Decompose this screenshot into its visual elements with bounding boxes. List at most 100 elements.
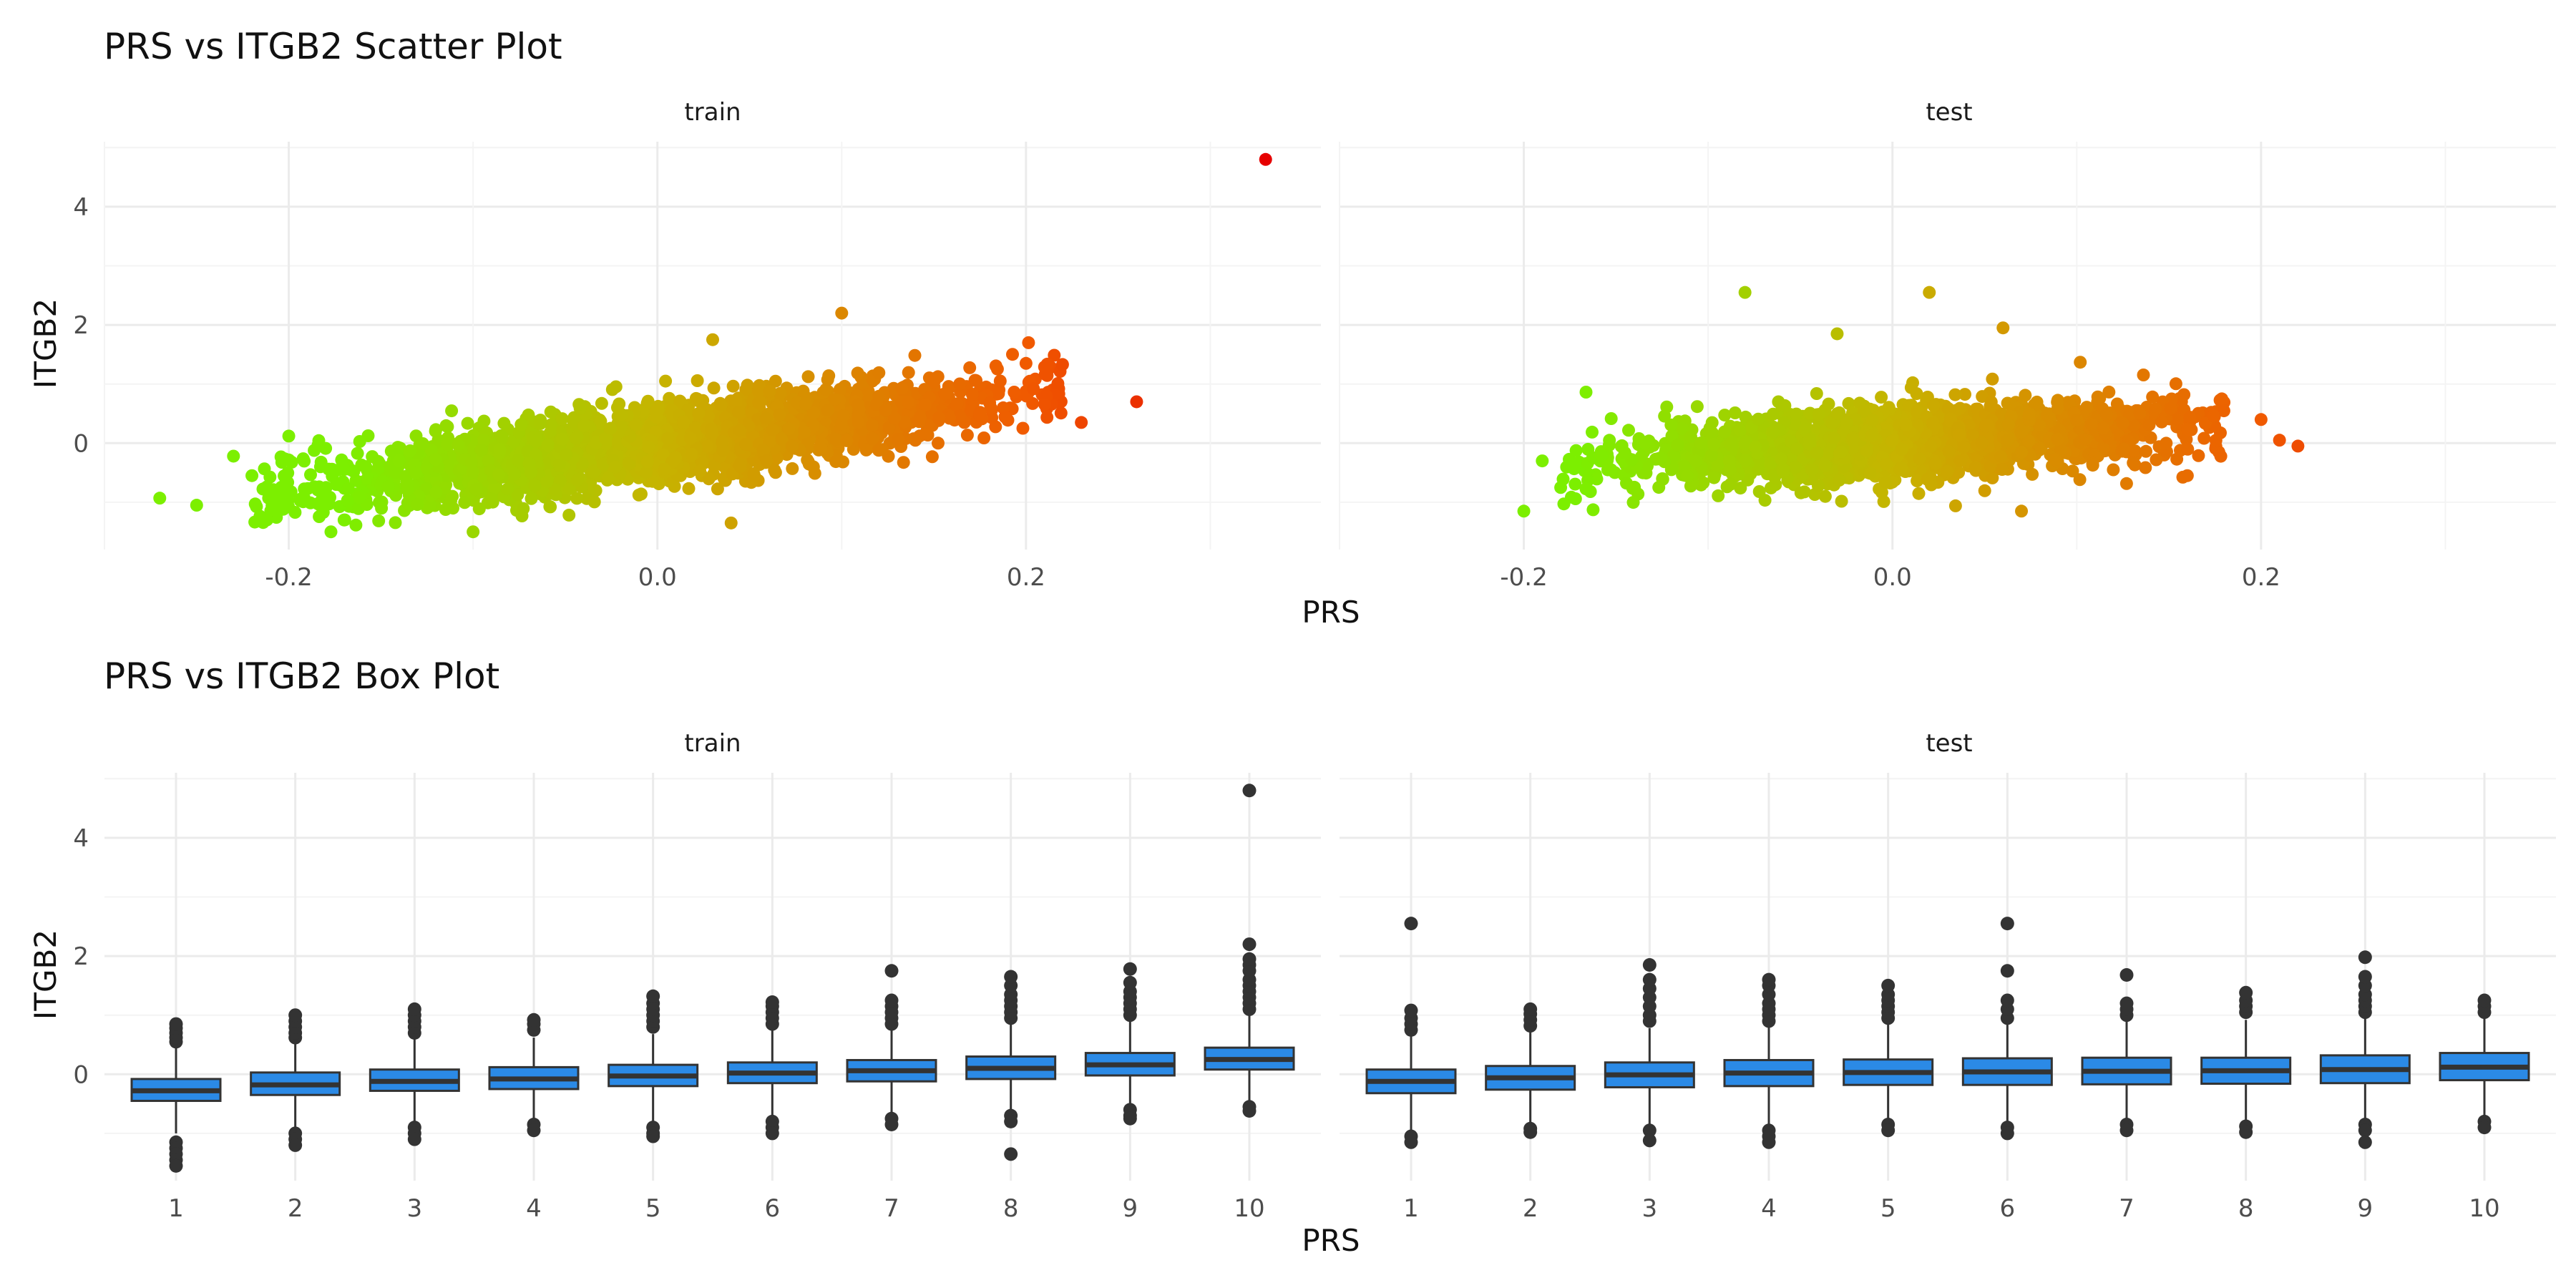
- scatter-point: [308, 444, 321, 457]
- scatter-plot-title: PRS vs ITGB2 Scatter Plot: [104, 26, 562, 67]
- scatter-point: [2116, 416, 2129, 430]
- scatter-facet-label-train: train: [684, 98, 741, 127]
- scatter-point: [701, 439, 714, 453]
- scatter-point: [2019, 389, 2032, 402]
- box-x-axis-label: PRS: [1302, 1223, 1360, 1258]
- scatter-point: [1557, 497, 1571, 511]
- scatter-point: [1654, 452, 1667, 465]
- box-x-tick-label: 1: [168, 1194, 184, 1223]
- scatter-point: [2048, 453, 2062, 467]
- scatter-point: [663, 391, 676, 405]
- scatter-point: [835, 306, 849, 320]
- scatter-point: [2066, 464, 2079, 478]
- scatter-point: [759, 411, 773, 425]
- scatter-point: [514, 418, 528, 431]
- box-x-tick-label: 6: [2000, 1194, 2016, 1223]
- scatter-point: [808, 467, 821, 480]
- scatter-point: [474, 443, 488, 457]
- scatter-point: [1639, 436, 1652, 449]
- scatter-point: [2080, 401, 2094, 414]
- scatter-point: [879, 404, 892, 417]
- scatter-point: [1054, 406, 1068, 420]
- box-outlier: [2000, 1126, 2014, 1141]
- scatter-point: [807, 406, 821, 420]
- scatter-point: [1860, 444, 1873, 458]
- box-outlier: [288, 1138, 303, 1152]
- scatter-point: [409, 466, 422, 479]
- scatter-point: [401, 483, 414, 497]
- scatter-point: [429, 485, 443, 499]
- scatter-point: [1803, 432, 1817, 446]
- scatter-point: [577, 419, 591, 433]
- scatter-point: [669, 451, 683, 464]
- scatter-point: [989, 420, 1002, 434]
- scatter-point: [2160, 436, 2173, 450]
- scatter-point: [1690, 400, 1704, 414]
- scatter-point: [525, 492, 538, 505]
- scatter-point: [989, 359, 1002, 373]
- scatter-point: [372, 514, 386, 527]
- scatter-point: [492, 468, 505, 482]
- scatter-point: [375, 502, 389, 515]
- scatter-point: [245, 469, 259, 482]
- scatter-point: [909, 434, 922, 447]
- scatter-point: [314, 455, 328, 469]
- scatter-point: [392, 454, 406, 467]
- scatter-point: [1834, 445, 1848, 459]
- scatter-point: [852, 398, 865, 411]
- scatter-point: [1863, 467, 1877, 480]
- scatter-point: [732, 406, 746, 419]
- scatter-point: [953, 377, 967, 391]
- box-facet-label-test: test: [1926, 729, 1972, 758]
- scatter-point: [258, 514, 271, 527]
- box-outlier: [646, 989, 660, 1003]
- scatter-point: [739, 437, 753, 451]
- scatter-point: [458, 496, 472, 509]
- scatter-point: [1790, 442, 1803, 456]
- scatter-point: [544, 500, 557, 514]
- scatter-point: [919, 398, 932, 411]
- scatter-point: [993, 374, 1007, 388]
- scatter-x-tick-label: 0.2: [2242, 563, 2280, 592]
- scatter-point: [1704, 449, 1718, 462]
- box-outlier: [2477, 993, 2492, 1008]
- scatter-point: [2150, 453, 2163, 467]
- scatter-point: [707, 381, 721, 395]
- scatter-point: [1008, 386, 1021, 399]
- scatter-point: [297, 491, 311, 504]
- scatter-point: [822, 369, 836, 383]
- scatter-point: [2181, 442, 2195, 456]
- scatter-x-tick-label: 0.2: [1007, 563, 1045, 592]
- scatter-point: [932, 436, 945, 450]
- scatter-point: [963, 361, 977, 374]
- scatter-point: [319, 441, 333, 455]
- scatter-point: [769, 466, 782, 479]
- scatter-point: [1894, 461, 1908, 474]
- box-outlier: [765, 995, 779, 1010]
- scatter-point: [2001, 418, 2015, 431]
- scatter-point: [1075, 416, 1088, 429]
- scatter-point: [1712, 489, 1725, 502]
- scatter-point: [1752, 485, 1766, 498]
- scatter-point: [472, 502, 486, 516]
- scatter-x-tick-label: -0.2: [265, 563, 312, 592]
- scatter-point: [1724, 438, 1737, 452]
- box-x-tick-label: 4: [526, 1194, 542, 1223]
- box-outlier: [1004, 970, 1018, 984]
- scatter-point: [866, 432, 879, 445]
- scatter-point: [682, 482, 696, 495]
- scatter-point: [337, 513, 351, 527]
- scatter-point: [798, 425, 811, 439]
- scatter-point: [706, 333, 719, 346]
- scatter-point: [288, 506, 302, 519]
- box-outlier: [1242, 1104, 1257, 1118]
- scatter-point: [461, 416, 474, 430]
- scatter-point: [371, 454, 385, 468]
- box-facet-label-train: train: [684, 729, 741, 758]
- scatter-point: [530, 434, 543, 447]
- scatter-point: [661, 431, 675, 445]
- scatter-point: [1554, 481, 1568, 494]
- scatter-point: [658, 462, 671, 476]
- scatter-point: [1913, 452, 1926, 466]
- scatter-y-tick-label: 2: [73, 311, 89, 340]
